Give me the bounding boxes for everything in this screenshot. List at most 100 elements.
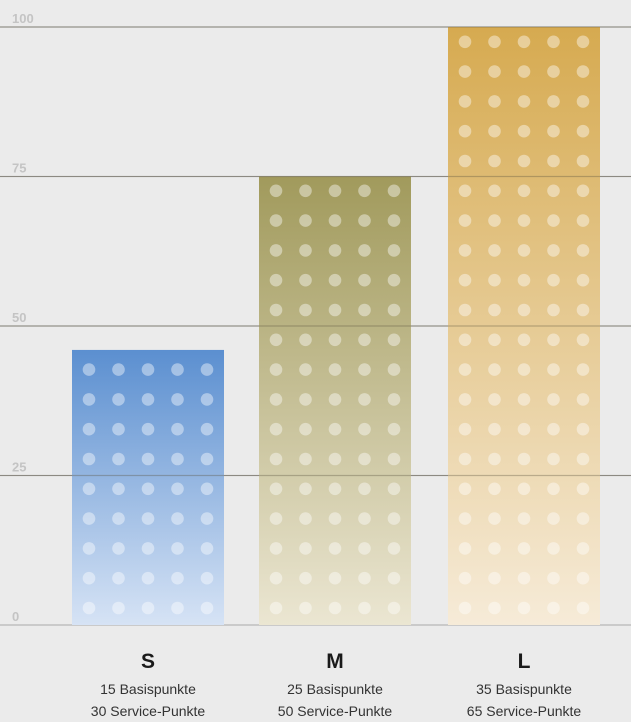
bar-dot <box>458 124 472 138</box>
bar-dot <box>269 542 283 555</box>
bar-dot <box>112 482 125 496</box>
bar-dot <box>387 273 401 287</box>
bar-dot <box>547 303 560 317</box>
bar-dot <box>82 601 96 615</box>
bar-dot <box>112 571 125 585</box>
bar-dot <box>576 95 590 108</box>
bar-dot <box>517 35 531 49</box>
bar-dot <box>547 273 560 287</box>
bar-dot <box>171 482 184 496</box>
y-tick-label: 25 <box>12 460 26 475</box>
bar-dot <box>488 154 501 168</box>
bar-dot <box>299 512 312 525</box>
bar-dot <box>299 303 312 317</box>
bar-dot <box>387 333 401 347</box>
bar-dot <box>358 393 371 406</box>
bar-dot <box>328 333 342 347</box>
bar-dot <box>458 244 472 257</box>
bar-dot <box>488 571 501 585</box>
bar-m-rect <box>259 176 411 625</box>
bar-dot <box>269 422 283 436</box>
bar-dot <box>200 542 214 555</box>
y-tick-label: 50 <box>12 310 26 325</box>
bar-dot <box>547 154 560 168</box>
bar-dot <box>141 452 155 466</box>
bar-dot <box>387 422 401 436</box>
bar-dot <box>82 422 96 436</box>
bar-dot <box>458 393 472 406</box>
bar-dot <box>517 244 531 257</box>
bar-dot <box>358 184 371 198</box>
bar-dot <box>328 214 342 227</box>
bar-dot <box>328 601 342 615</box>
bar-dot <box>576 214 590 227</box>
bar-dot <box>387 244 401 257</box>
bar-dot <box>576 303 590 317</box>
bar-dot <box>576 422 590 436</box>
bar-dot <box>171 571 184 585</box>
bar-dot <box>171 422 184 436</box>
bar-dot <box>141 542 155 555</box>
bar-dot <box>112 422 125 436</box>
bar-dot <box>328 452 342 466</box>
bar-dot <box>458 184 472 198</box>
bar-dot <box>299 214 312 227</box>
bar-dot <box>112 452 125 466</box>
bar-dot <box>488 303 501 317</box>
bar-dot <box>358 363 371 376</box>
bar-dot <box>328 393 342 406</box>
bar-dot <box>488 35 501 49</box>
bar-dot <box>488 273 501 287</box>
bar-l <box>448 27 600 625</box>
bar-dot <box>547 452 560 466</box>
bar-dot <box>328 303 342 317</box>
category-label: S <box>141 650 155 673</box>
bar-dot <box>299 452 312 466</box>
bar-dot <box>547 214 560 227</box>
bar-dot <box>547 124 560 138</box>
bar-dot <box>488 244 501 257</box>
bar-dot <box>387 303 401 317</box>
bar-dot <box>141 601 155 615</box>
category-label: M <box>326 650 344 673</box>
bar-dot <box>200 512 214 525</box>
bar-dot <box>82 393 96 406</box>
bar-dot <box>269 184 283 198</box>
bar-dot <box>547 482 560 496</box>
bar-dot <box>576 482 590 496</box>
bar-dot <box>458 601 472 615</box>
bar-dot <box>488 393 501 406</box>
bar-dot <box>387 363 401 376</box>
bar-dot <box>488 124 501 138</box>
bar-dot <box>387 184 401 198</box>
bar-dot <box>269 303 283 317</box>
bar-dot <box>517 124 531 138</box>
bar-dot <box>576 184 590 198</box>
category-detail-line: 15 Basispunkte <box>100 681 196 697</box>
bar-dot <box>269 244 283 257</box>
bar-dot <box>517 65 531 78</box>
bar-dot <box>517 363 531 376</box>
bar-dot <box>328 273 342 287</box>
bar-dot <box>269 273 283 287</box>
bar-dot <box>488 542 501 555</box>
bar-dot <box>576 333 590 347</box>
bar-dot <box>269 333 283 347</box>
bar-dot <box>517 512 531 525</box>
bar-dot <box>112 393 125 406</box>
bar-dot <box>547 542 560 555</box>
bar-dot <box>299 542 312 555</box>
bar-dot <box>82 571 96 585</box>
bar-dot <box>299 333 312 347</box>
bar-dot <box>387 542 401 555</box>
bar-dot <box>576 65 590 78</box>
category-detail-line: 30 Service-Punkte <box>91 703 206 719</box>
bar-dot <box>200 393 214 406</box>
bar-dot <box>112 512 125 525</box>
bar-dot <box>299 601 312 615</box>
bar-dot <box>387 482 401 496</box>
bar-dot <box>517 393 531 406</box>
bar-dot <box>200 452 214 466</box>
bar-dot <box>458 512 472 525</box>
